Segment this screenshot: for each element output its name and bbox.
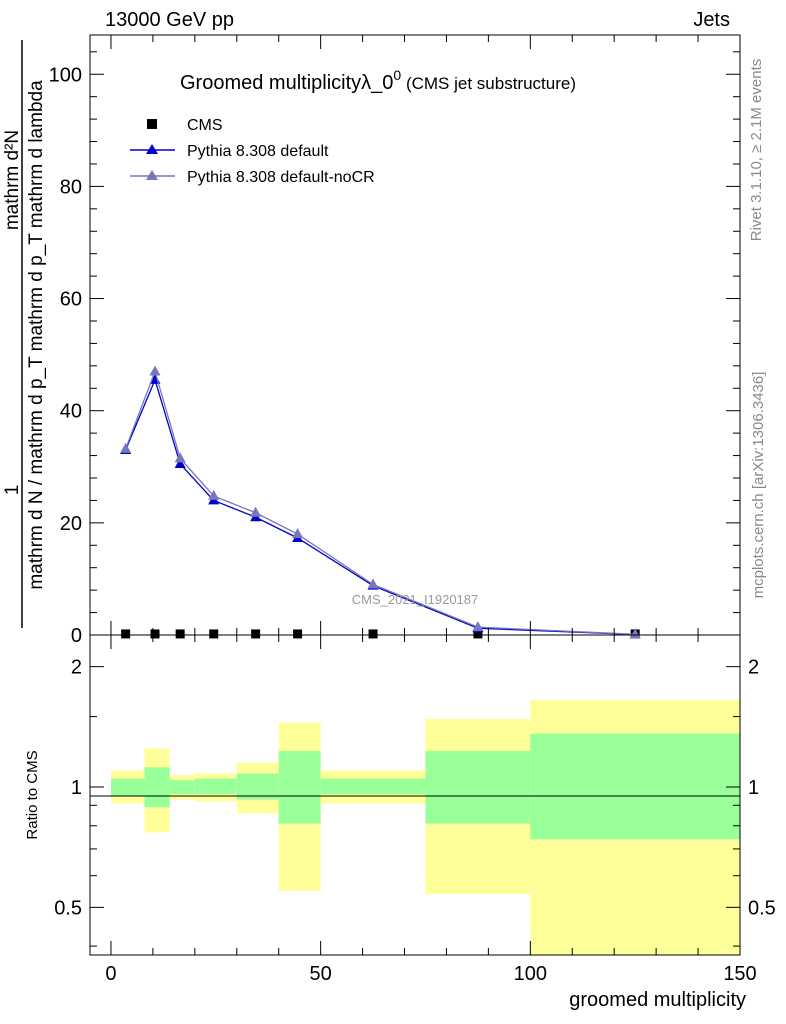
- ratio-y-tick-label: 1: [71, 777, 82, 799]
- ratio-y-tick-label: 0.5: [748, 897, 776, 919]
- series-layer: [120, 365, 641, 639]
- ratio-inner-band-4: [236, 773, 279, 800]
- ratio-inner-band-2: [169, 780, 195, 795]
- ratio-y-tick-label: 1: [748, 777, 759, 799]
- legend: CMS Pythia 8.308 default Pythia 8.308 de…: [130, 117, 375, 186]
- ratio-inner-band-6: [320, 778, 426, 795]
- ratio-inner-band-8: [530, 733, 740, 840]
- data-point-cms: [209, 629, 219, 639]
- ratio-y-tick-label: 2: [71, 657, 82, 679]
- legend-label-default: Pythia 8.308 default: [187, 143, 329, 160]
- legend-marker-default: [146, 144, 158, 154]
- data-point-cms: [251, 629, 261, 639]
- legend-marker-nocr: [146, 170, 158, 180]
- legend-label-cms: CMS: [187, 117, 223, 134]
- data-point-nocr: [250, 506, 262, 517]
- data-point-nocr: [120, 442, 132, 453]
- plot-title: Groomed multiplicityλ_00 (CMS jet substr…: [180, 67, 576, 94]
- analysis-watermark: CMS_2021_I1920187: [352, 592, 479, 607]
- ratio-inner-band-5: [278, 751, 321, 824]
- energy-label: 13000 GeV pp: [105, 9, 234, 31]
- ratio-bands: [110, 700, 740, 955]
- ylabel-numerator-right: mathrm d²N: [2, 130, 23, 230]
- x-tick-label: 150: [723, 963, 756, 985]
- data-point-nocr: [292, 528, 304, 539]
- data-point-nocr: [208, 489, 220, 500]
- data-point-cms: [150, 629, 160, 639]
- y-tick-label: 100: [49, 64, 82, 86]
- data-point-nocr: [472, 621, 484, 632]
- data-point-cms: [175, 629, 185, 639]
- ylabel-numerator: 1: [2, 485, 23, 496]
- ratio-inner-band-0: [110, 778, 145, 796]
- ratio-inner-band-3: [194, 778, 237, 795]
- data-point-cms: [473, 629, 483, 639]
- data-point-nocr: [174, 452, 186, 463]
- data-point-cms: [293, 629, 303, 639]
- axis-ticks: 0 20 40 60 80 100 0 50 100 150 0.5 0.5 1 1 2 2: [49, 35, 776, 985]
- x-tick-label: 0: [105, 963, 116, 985]
- x-tick-label: 100: [514, 963, 547, 985]
- legend-label-nocr: Pythia 8.308 default-noCR: [187, 169, 375, 186]
- x-axis-label: groomed multiplicity: [569, 989, 746, 1011]
- main-y-axis-label: mathrm d N / mathrm d p_T mathrm d p_T m…: [2, 40, 47, 628]
- y-tick-label: 20: [60, 513, 82, 535]
- ratio-inner-band-1: [144, 767, 170, 808]
- y-tick-label: 60: [60, 289, 82, 311]
- legend-marker-cms: [147, 119, 157, 129]
- ratio-plot-frame: [89, 634, 741, 956]
- ratio-y-tick-label: 2: [748, 657, 759, 679]
- data-point-default: [174, 457, 186, 468]
- rivet-version-text: Rivet 3.1.10, ≥ 2.1M events: [748, 59, 765, 242]
- y-tick-label: 80: [60, 176, 82, 198]
- category-label: Jets: [693, 9, 730, 31]
- mcplots-credit-text: mcplots.cern.ch [arXiv:1306.3436]: [750, 372, 767, 599]
- data-point-nocr: [367, 578, 379, 589]
- y-tick-label: 40: [60, 401, 82, 423]
- y-tick-label: 0: [71, 625, 82, 647]
- ylabel-denominator: mathrm d N / mathrm d p_T mathrm d p_T m…: [26, 80, 47, 590]
- ratio-inner-band-7: [425, 751, 531, 824]
- ratio-y-axis-label: Ratio to CMS: [24, 750, 41, 839]
- data-point-cms: [368, 629, 378, 639]
- data-point-cms: [121, 629, 131, 639]
- x-tick-label: 50: [310, 963, 332, 985]
- data-point-nocr: [149, 365, 161, 376]
- ratio-y-tick-label: 0.5: [54, 897, 82, 919]
- data-point-nocr: [629, 628, 641, 639]
